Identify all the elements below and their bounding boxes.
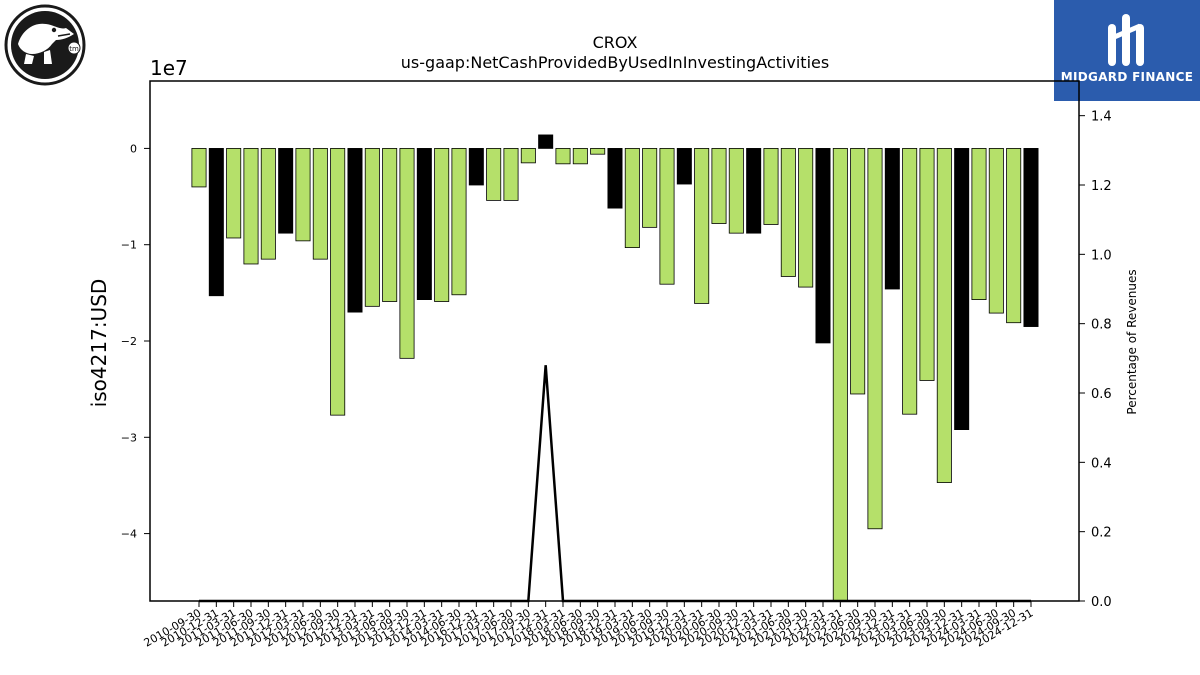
y-tick-label: −4 bbox=[121, 528, 137, 541]
y-tick-label: −2 bbox=[121, 335, 137, 348]
y2-tick-label: 0.6 bbox=[1091, 387, 1112, 402]
bar-2024-03-31 bbox=[971, 148, 987, 301]
chart-title: CROX bbox=[593, 33, 638, 52]
y2-tick-label: 0.8 bbox=[1091, 318, 1112, 333]
bar-2018-09-30 bbox=[590, 148, 606, 155]
bar-2018-12-31 bbox=[607, 148, 623, 209]
y2-tick-label: 0.0 bbox=[1091, 595, 1112, 610]
brand-name: MIDGARD FINANCE bbox=[1060, 70, 1194, 84]
y-tick-label: −3 bbox=[121, 431, 137, 444]
bar-2024-12-31 bbox=[1023, 148, 1039, 327]
bar-2020-06-30 bbox=[711, 148, 727, 224]
y-axis-label: iso4217:USD bbox=[87, 279, 111, 408]
y2-tick-label: 0.4 bbox=[1091, 456, 1112, 471]
bar-2021-09-30 bbox=[798, 148, 814, 288]
y2-tick-label: 1.2 bbox=[1091, 179, 1112, 194]
bar-2016-12-31 bbox=[468, 148, 484, 186]
bar-2019-12-31 bbox=[676, 148, 692, 185]
bar-2017-12-31 bbox=[538, 134, 554, 149]
brand-logo-icon bbox=[1102, 8, 1152, 72]
bar-2019-03-31 bbox=[624, 148, 640, 249]
bar-2020-03-31 bbox=[694, 148, 710, 304]
crocodile-logo-icon: tm bbox=[4, 4, 86, 90]
bar-2022-03-31 bbox=[832, 148, 848, 602]
bar-2013-03-31 bbox=[364, 148, 380, 307]
bar-2017-06-30 bbox=[503, 148, 519, 201]
bar-2010-12-31 bbox=[208, 148, 224, 297]
bar-2012-09-30 bbox=[330, 148, 346, 416]
bar-2022-09-30 bbox=[867, 148, 883, 530]
y2-axis-label: Percentage of Revenues bbox=[1125, 269, 1139, 414]
y2-tick-label: 1.0 bbox=[1091, 248, 1112, 263]
bar-2010-09-30 bbox=[191, 148, 207, 188]
bar-2014-06-30 bbox=[451, 148, 467, 296]
bar-2023-09-30 bbox=[936, 148, 952, 483]
bar-2014-03-31 bbox=[434, 148, 450, 302]
bar-2022-12-31 bbox=[884, 148, 900, 290]
bar-2013-09-30 bbox=[399, 148, 415, 359]
bar-2022-06-30 bbox=[850, 148, 866, 395]
bar-2023-12-31 bbox=[954, 148, 970, 431]
y-tick-label: 0 bbox=[130, 142, 137, 155]
bar-2024-06-30 bbox=[988, 148, 1004, 314]
bar-2020-12-31 bbox=[746, 148, 762, 234]
y-tick-label: −1 bbox=[121, 239, 137, 252]
bar-2012-06-30 bbox=[312, 148, 328, 260]
bar-2021-03-31 bbox=[763, 148, 779, 225]
svg-text:tm: tm bbox=[69, 45, 79, 53]
y-multiplier-label: 1e7 bbox=[150, 56, 188, 80]
bar-2021-12-31 bbox=[815, 148, 831, 344]
bar-2018-03-31 bbox=[555, 148, 571, 165]
plot-frame bbox=[149, 80, 1080, 602]
bar-2023-06-30 bbox=[919, 148, 935, 381]
bar-2012-03-31 bbox=[295, 148, 311, 242]
bar-2013-12-31 bbox=[416, 148, 432, 301]
bar-2018-06-30 bbox=[572, 148, 588, 165]
bar-2011-06-30 bbox=[243, 148, 259, 265]
bar-2021-06-30 bbox=[780, 148, 796, 277]
y2-tick-label: 0.2 bbox=[1091, 526, 1112, 541]
bar-2017-03-31 bbox=[486, 148, 502, 201]
bar-2017-09-30 bbox=[520, 148, 536, 164]
bar-2019-09-30 bbox=[659, 148, 675, 285]
bar-2011-03-31 bbox=[226, 148, 242, 239]
y2-tick-label: 1.4 bbox=[1091, 110, 1112, 125]
bar-2013-06-30 bbox=[382, 148, 398, 302]
bar-2011-12-31 bbox=[278, 148, 294, 234]
bar-2020-09-30 bbox=[728, 148, 744, 234]
chart-subtitle: us-gaap:NetCashProvidedByUsedInInvesting… bbox=[401, 53, 829, 72]
bar-2011-09-30 bbox=[260, 148, 276, 260]
bar-2023-03-31 bbox=[902, 148, 918, 415]
bar-2024-09-30 bbox=[1006, 148, 1022, 324]
bar-2019-06-30 bbox=[642, 148, 658, 228]
bar-2012-12-31 bbox=[347, 148, 363, 313]
